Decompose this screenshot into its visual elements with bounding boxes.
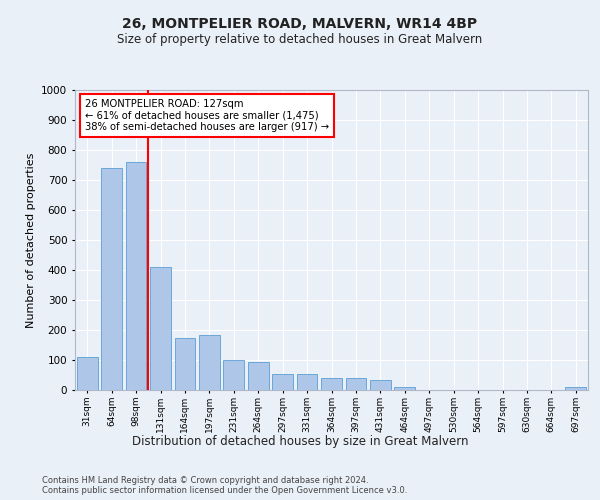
- Text: Distribution of detached houses by size in Great Malvern: Distribution of detached houses by size …: [132, 435, 468, 448]
- Bar: [125, 162, 146, 390]
- Bar: [248, 362, 269, 390]
- Bar: [321, 378, 342, 390]
- Text: Contains HM Land Registry data © Crown copyright and database right 2024.
Contai: Contains HM Land Registry data © Crown c…: [42, 476, 407, 495]
- Y-axis label: Number of detached properties: Number of detached properties: [26, 152, 35, 328]
- Bar: [296, 374, 317, 390]
- Text: Size of property relative to detached houses in Great Malvern: Size of property relative to detached ho…: [118, 32, 482, 46]
- Bar: [77, 357, 98, 390]
- Bar: [199, 334, 220, 390]
- Bar: [175, 338, 196, 390]
- Bar: [565, 387, 586, 390]
- Bar: [150, 267, 171, 390]
- Bar: [101, 168, 122, 390]
- Bar: [370, 380, 391, 390]
- Bar: [346, 378, 367, 390]
- Text: 26, MONTPELIER ROAD, MALVERN, WR14 4BP: 26, MONTPELIER ROAD, MALVERN, WR14 4BP: [122, 18, 478, 32]
- Bar: [394, 387, 415, 390]
- Text: 26 MONTPELIER ROAD: 127sqm
← 61% of detached houses are smaller (1,475)
38% of s: 26 MONTPELIER ROAD: 127sqm ← 61% of deta…: [85, 99, 329, 132]
- Bar: [272, 374, 293, 390]
- Bar: [223, 360, 244, 390]
